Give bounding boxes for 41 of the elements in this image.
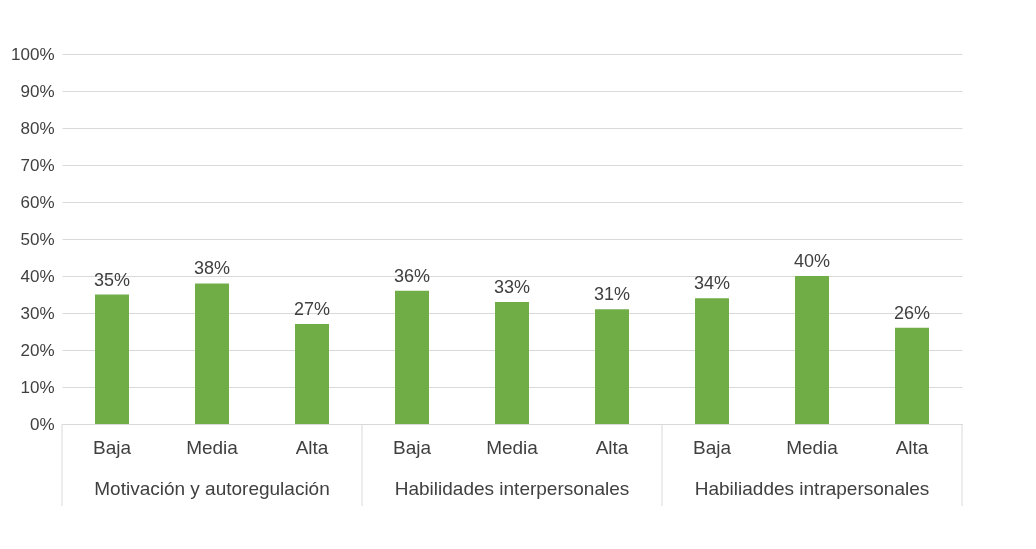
bar — [195, 283, 229, 424]
y-tick-label: 30% — [20, 303, 55, 323]
data-label: 27% — [293, 299, 331, 320]
y-tick-label: 80% — [20, 118, 55, 138]
x-tick-label: Media — [186, 436, 239, 458]
x-tick-label: Alta — [895, 436, 929, 458]
x-tick-label: Alta — [595, 436, 629, 458]
data-label: 35% — [93, 269, 131, 290]
text: Motivación y autoregulación — [94, 478, 330, 499]
data-label: 33% — [493, 276, 531, 297]
data-label: 34% — [693, 273, 731, 294]
text: Habilidades interpersonales — [394, 478, 630, 499]
x-tick-label: Baja — [692, 436, 732, 458]
data-label: 36% — [393, 265, 431, 286]
data-label: 40% — [793, 251, 831, 271]
bar — [795, 276, 829, 424]
data-label: 26% — [893, 302, 931, 323]
x-tick-label: Baja — [392, 436, 432, 458]
data-label: 38% — [193, 258, 231, 279]
x-tick-label: Media — [486, 436, 539, 458]
bar — [295, 324, 329, 424]
y-tick-label: 50% — [20, 229, 55, 249]
y-tick-label: 0% — [29, 414, 55, 434]
y-tick-label: 60% — [20, 192, 55, 212]
y-tick-label: 40% — [20, 266, 55, 286]
y-tick-label: 20% — [20, 340, 55, 360]
bar — [595, 309, 629, 424]
bar — [695, 298, 729, 424]
data-label: 31% — [593, 284, 631, 305]
x-tick-label: Media — [786, 436, 839, 458]
y-tick-label: 100% — [11, 44, 55, 64]
y-tick-label: 70% — [20, 155, 55, 175]
bar — [895, 327, 929, 424]
text: Habiliaddes intrapersonales — [694, 478, 930, 499]
y-tick-label: 90% — [20, 81, 55, 101]
y-tick-label: 10% — [20, 377, 55, 397]
bar — [95, 294, 129, 424]
bar — [395, 290, 429, 424]
bar — [495, 301, 529, 424]
x-tick-label: Baja — [92, 436, 132, 458]
x-tick-label: Alta — [295, 436, 329, 458]
